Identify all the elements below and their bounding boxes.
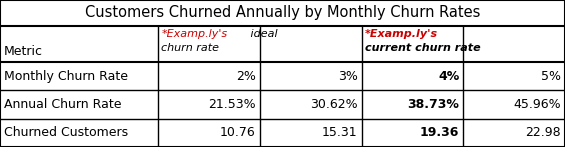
Text: 5%: 5% <box>541 70 561 83</box>
Text: Customers Churned Annually by Monthly Churn Rates: Customers Churned Annually by Monthly Ch… <box>85 5 480 20</box>
Text: Churned Customers: Churned Customers <box>4 126 128 139</box>
Text: 38.73%: 38.73% <box>407 98 459 111</box>
Text: Metric: Metric <box>4 45 43 58</box>
Text: 30.62%: 30.62% <box>310 98 358 111</box>
Text: 19.36: 19.36 <box>420 126 459 139</box>
Text: *Examp.ly's: *Examp.ly's <box>364 29 438 39</box>
Text: Monthly Churn Rate: Monthly Churn Rate <box>4 70 128 83</box>
Text: 3%: 3% <box>338 70 358 83</box>
Text: churn rate: churn rate <box>161 43 219 53</box>
Text: 4%: 4% <box>438 70 459 83</box>
Text: 10.76: 10.76 <box>220 126 256 139</box>
Text: 15.31: 15.31 <box>322 126 358 139</box>
Text: 2%: 2% <box>236 70 256 83</box>
Text: *Examp.ly's: *Examp.ly's <box>161 29 227 39</box>
Text: Annual Churn Rate: Annual Churn Rate <box>4 98 121 111</box>
Text: ideal: ideal <box>246 29 277 39</box>
Text: 22.98: 22.98 <box>525 126 561 139</box>
Text: 45.96%: 45.96% <box>514 98 561 111</box>
Text: current churn rate: current churn rate <box>364 43 480 53</box>
Text: 21.53%: 21.53% <box>208 98 256 111</box>
